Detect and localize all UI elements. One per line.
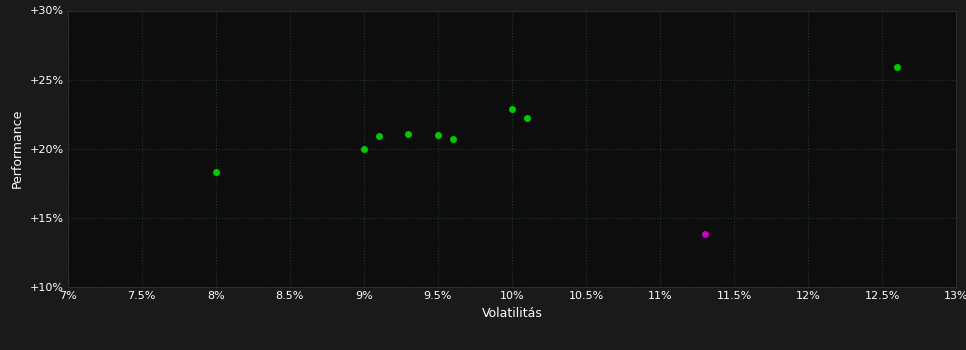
Y-axis label: Performance: Performance (11, 109, 24, 188)
X-axis label: Volatilitás: Volatilitás (481, 307, 543, 320)
